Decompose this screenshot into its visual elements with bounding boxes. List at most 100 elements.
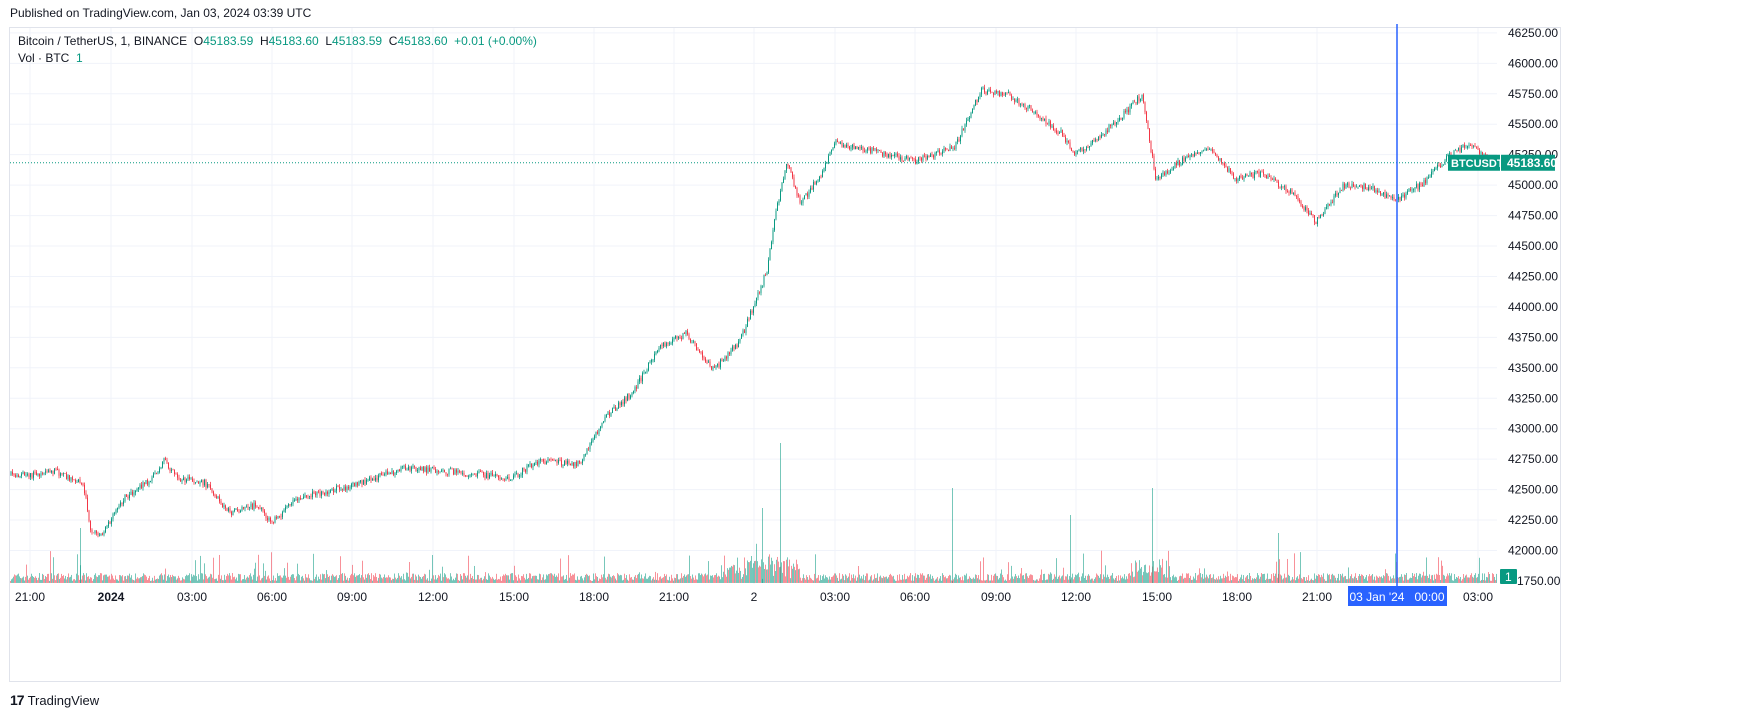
candle-body xyxy=(171,469,172,472)
candle-body xyxy=(1006,92,1008,93)
candle-body xyxy=(1156,178,1158,180)
candle-body xyxy=(1152,152,1153,157)
candle-body xyxy=(1174,163,1176,169)
candle-body xyxy=(1246,173,1248,177)
candle-body xyxy=(918,157,919,162)
volume-bar xyxy=(1207,576,1208,583)
volume-bar xyxy=(1308,575,1309,583)
candle-body xyxy=(100,533,102,535)
volume-label[interactable]: Vol · BTC xyxy=(18,51,70,65)
volume-bar xyxy=(442,566,443,583)
volume-bar xyxy=(1165,577,1166,583)
volume-bar xyxy=(654,579,655,583)
candle-body xyxy=(31,473,33,478)
candle-body xyxy=(1417,184,1419,190)
volume-bar xyxy=(270,580,271,583)
volume-bar xyxy=(612,576,613,583)
volume-bar xyxy=(800,577,801,583)
candle-body xyxy=(711,366,712,370)
price-tick-label: 42000.00 xyxy=(1508,544,1558,558)
volume-bar xyxy=(1148,572,1149,583)
volume-bar xyxy=(638,573,639,583)
volume-bar xyxy=(1353,578,1354,583)
candle-body xyxy=(937,150,939,152)
candle-body xyxy=(459,470,460,472)
candle-body xyxy=(405,465,406,471)
candle-body xyxy=(456,469,457,473)
volume-bar xyxy=(1118,575,1119,583)
volume-bar xyxy=(818,575,819,583)
candle-body xyxy=(160,467,162,469)
candle-body xyxy=(1054,130,1056,131)
volume-bar xyxy=(976,574,977,583)
volume-bar xyxy=(1256,577,1257,583)
candle-body xyxy=(1183,157,1185,161)
candle-body xyxy=(1245,173,1246,178)
volume-bar xyxy=(125,576,126,583)
candle-body xyxy=(310,496,312,497)
candle-body xyxy=(1189,154,1191,158)
volume-bar xyxy=(831,577,832,583)
volume-bar xyxy=(930,574,931,583)
symbol-name[interactable]: Bitcoin / TetherUS, 1, BINANCE xyxy=(18,34,188,48)
volume-bar xyxy=(1074,577,1075,583)
volume-bar xyxy=(744,557,745,583)
volume-bar xyxy=(218,574,219,583)
volume-bar xyxy=(1255,578,1256,583)
candle-body xyxy=(732,346,733,351)
volume-bar xyxy=(326,570,327,583)
volume-bar xyxy=(400,577,401,583)
volume-bar xyxy=(421,578,422,583)
volume-bar xyxy=(850,580,851,583)
volume-bar xyxy=(256,580,257,583)
volume-tag-bg xyxy=(1500,569,1517,584)
volume-bar xyxy=(308,574,309,583)
volume-bar xyxy=(1334,575,1335,583)
volume-bar xyxy=(1400,576,1401,583)
candle-body xyxy=(1318,217,1320,219)
price-chart[interactable]: 42000.0042250.0042500.0042750.0043000.00… xyxy=(0,0,1755,690)
time-tick-label: 18:00 xyxy=(579,590,609,604)
candle-body xyxy=(54,468,55,474)
candle-body xyxy=(1177,160,1179,166)
candle-body xyxy=(726,356,727,359)
volume-bar xyxy=(898,580,899,583)
candle-body xyxy=(526,465,528,472)
candle-body xyxy=(1338,192,1339,196)
volume-bar xyxy=(664,573,665,583)
candle-body xyxy=(1471,145,1473,147)
volume-bar xyxy=(137,577,138,583)
volume-bar xyxy=(324,574,325,583)
volume-bar xyxy=(1188,573,1189,583)
volume-bar xyxy=(168,574,169,583)
volume-bar xyxy=(1226,577,1227,583)
candle-body xyxy=(253,502,255,510)
candle-body xyxy=(595,431,597,436)
candle-body xyxy=(262,507,264,511)
volume-bar xyxy=(678,579,679,583)
candle-body xyxy=(1203,150,1204,152)
volume-bar xyxy=(458,580,459,583)
volume-bar xyxy=(533,575,534,583)
volume-bar xyxy=(526,573,527,583)
candle-body xyxy=(426,467,427,473)
candle-body xyxy=(1218,157,1219,161)
volume-bar xyxy=(129,573,130,583)
volume-bar xyxy=(692,574,693,583)
volume-bar xyxy=(1185,577,1186,583)
volume-bar xyxy=(440,573,441,583)
volume-bar xyxy=(738,572,739,583)
candle-body xyxy=(1281,186,1282,188)
volume-bar xyxy=(1386,573,1387,583)
time-axis: 21:00 2024 03:00 06:00 09:00 12:00 15:00 18:00 2… xyxy=(15,590,1493,604)
volume-bar xyxy=(243,579,244,583)
volume-bar xyxy=(1262,574,1263,583)
volume-bar xyxy=(560,558,561,583)
volume-bar xyxy=(385,577,386,583)
volume-bar xyxy=(433,575,434,583)
candle-body xyxy=(987,90,988,94)
volume-bar xyxy=(1093,580,1094,583)
candle-body xyxy=(1143,94,1144,103)
volume-bar xyxy=(1479,557,1480,583)
candle-body xyxy=(465,475,466,476)
